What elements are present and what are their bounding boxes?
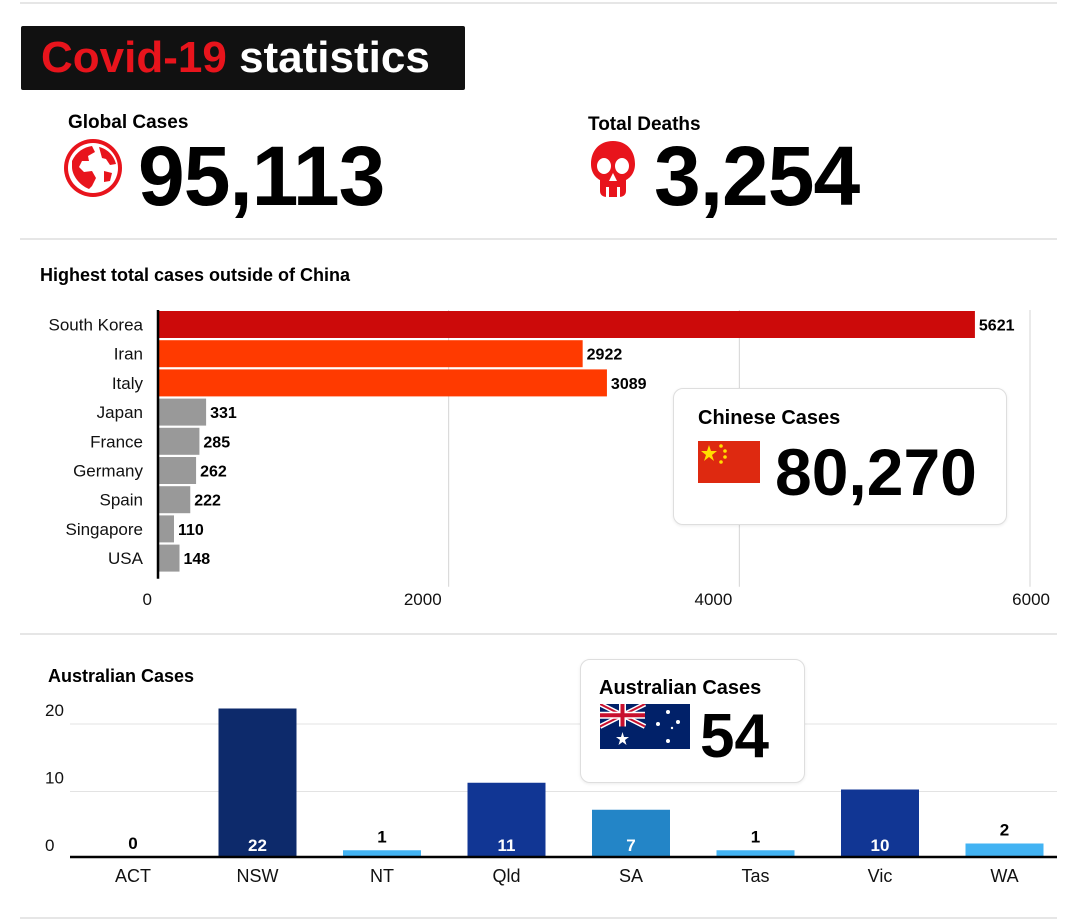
vbar-value-label: 2 <box>1000 821 1009 840</box>
hbar-xtick-label: 4000 <box>695 590 733 609</box>
hbar-chart-title: Highest total cases outside of China <box>40 265 351 285</box>
skull-icon <box>591 141 635 197</box>
hbar-category-label: USA <box>108 549 144 568</box>
title-white-text: statistics <box>239 33 430 82</box>
vbar-ytick-label: 10 <box>45 769 64 788</box>
vbar-value-label: 1 <box>377 827 386 846</box>
top-divider <box>20 2 1057 4</box>
hbar-bar <box>158 515 174 543</box>
hbar-value-label: 2922 <box>587 347 623 364</box>
hbar-bar <box>158 427 200 455</box>
divider-2 <box>20 633 1057 635</box>
hbar-bar <box>158 486 191 514</box>
hbar-category-label: Spain <box>100 491 143 510</box>
vbar-bar <box>592 809 670 857</box>
australia-chart-title: Australian Cases <box>48 666 195 686</box>
vbar-bar <box>218 708 297 857</box>
hbar-xtick-label: 2000 <box>404 590 442 609</box>
cases-outside-china-chart: 0 2000 4000 6000 South Korea 5621 Iran 2922 Ital… <box>48 310 1050 609</box>
hbar-bar <box>158 311 975 338</box>
vbar-ytick-label: 0 <box>45 836 54 855</box>
globe-icon <box>64 139 122 197</box>
hbar-bar <box>158 369 607 397</box>
hbar-value-label: 285 <box>203 434 230 451</box>
divider-1 <box>20 238 1057 240</box>
australian-cases-card: Australian Cases 54 <box>580 659 805 783</box>
vbar-value-label: 10 <box>871 836 890 855</box>
global-cases-value: 95,113 <box>138 129 385 223</box>
hbar-category-label: Japan <box>97 403 143 422</box>
vbar-category-label: Vic <box>868 866 893 886</box>
vbar-category-label: SA <box>619 866 643 886</box>
vbar-bar <box>343 850 421 857</box>
hbar-value-label: 5621 <box>979 318 1015 335</box>
hbar-value-label: 222 <box>194 493 221 510</box>
vbar-category-label: Qld <box>492 866 520 886</box>
hbar-bar <box>158 398 207 426</box>
australian-cases-card-label: Australian Cases <box>599 677 762 699</box>
total-deaths-label: Total Deaths <box>588 114 701 135</box>
australian-cases-value: 54 <box>700 702 769 771</box>
global-cases-label: Global Cases <box>68 112 189 133</box>
hbar-value-label: 110 <box>178 522 204 539</box>
hbar-bar <box>158 340 583 368</box>
vbar-category-label: ACT <box>115 866 151 886</box>
vbar-value-label: 1 <box>751 827 760 846</box>
vbar-value-label: 11 <box>498 836 516 855</box>
hbar-xtick-label: 6000 <box>1012 590 1050 609</box>
hbar-value-label: 3089 <box>611 376 647 393</box>
australia-flag-icon <box>600 704 690 749</box>
vbar-bar <box>467 782 546 857</box>
vbar-category-label: Tas <box>741 866 769 886</box>
hbar-bar <box>158 544 180 572</box>
vbar-category-label: NT <box>370 866 394 886</box>
china-flag-icon <box>698 441 760 483</box>
title-banner: Covid-19 statistics <box>21 26 465 90</box>
hbar-bar <box>158 457 197 484</box>
hbar-value-label: 262 <box>200 464 227 481</box>
hbar-category-label: Italy <box>112 374 144 393</box>
hbar-category-label: Singapore <box>65 520 143 539</box>
vbar-bar <box>965 843 1044 857</box>
hbar-category-label: Iran <box>114 345 143 364</box>
hbar-category-label: South Korea <box>48 316 143 335</box>
vbar-category-label: WA <box>990 866 1018 886</box>
hbar-value-label: 148 <box>184 551 211 568</box>
title-red-text: Covid-19 <box>41 33 227 82</box>
hbar-xtick-label: 0 <box>143 590 152 609</box>
hbar-value-label: 331 <box>210 405 237 422</box>
chinese-cases-value: 80,270 <box>775 435 977 509</box>
vbar-category-label: NSW <box>237 866 279 886</box>
total-deaths-value: 3,254 <box>654 129 860 223</box>
chinese-cases-label: Chinese Cases <box>698 407 841 429</box>
vbar-value-label: 7 <box>626 836 635 855</box>
chinese-cases-card: Chinese Cases 80,270 <box>673 388 1007 525</box>
vbar-value-label: 22 <box>248 836 267 855</box>
australian-cases-chart: 0 10 20 0 ACT 22 NSW 1 NT 11 Qld 7 SA 1 Tas 10 Vic 2 WA <box>45 701 1057 886</box>
vbar-bar <box>716 850 795 857</box>
hbar-category-label: Germany <box>73 462 143 481</box>
vbar-ytick-label: 20 <box>45 701 64 720</box>
bottom-divider <box>20 917 1057 919</box>
vbar-value-label: 0 <box>128 834 137 853</box>
hbar-category-label: France <box>90 432 143 451</box>
vbar-bar <box>841 789 919 857</box>
